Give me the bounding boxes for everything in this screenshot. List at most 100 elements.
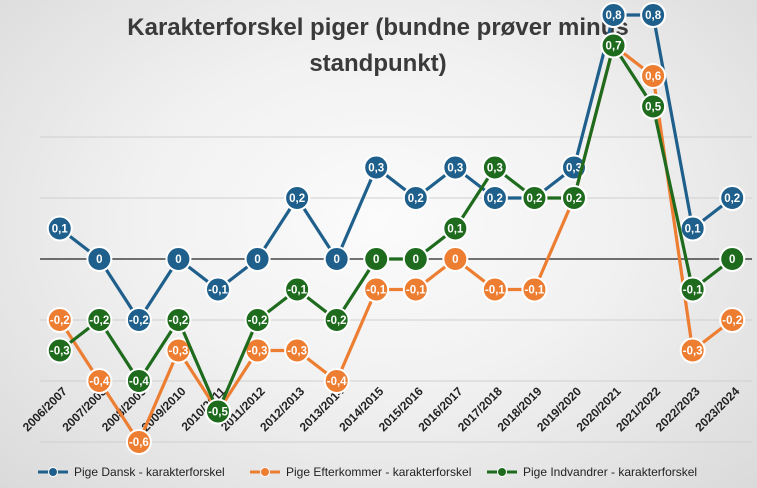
data-point [481,276,508,303]
data-point [640,93,667,120]
data-label: 0,6 [645,71,661,83]
data-label: 0,1 [447,224,464,236]
data-label: -0,1 [485,285,505,297]
data-label: 0,8 [645,10,662,22]
data-label: 0,2 [289,193,305,205]
data-label: -0,1 [366,285,386,297]
data-point [244,307,271,333]
chart-title-line: Karakterforskel piger (bundne prøver min… [127,14,628,41]
data-label: -0,3 [50,346,70,358]
data-point [719,307,746,333]
data-point [125,368,152,394]
legend-marker-dot [260,467,270,477]
data-point [125,307,152,333]
data-point [679,337,706,364]
data-point [521,185,548,211]
data-label: 0 [254,254,260,266]
data-point [165,246,192,272]
data-label: 0,2 [724,193,740,205]
data-point [561,185,587,211]
legend-entry: Pige Efterkommer - karakterforskel [286,465,471,479]
data-point [640,2,667,28]
data-point [86,307,113,333]
data-label: 0,3 [447,163,463,175]
data-point [284,185,311,211]
data-label: -0,1 [287,285,307,297]
data-point [679,276,706,303]
data-label: 0,5 [645,102,662,114]
data-point [363,154,390,181]
data-point [600,32,627,59]
data-point [481,185,508,211]
data-point [46,307,73,333]
data-label: 0,3 [487,163,503,175]
data-point [323,307,350,333]
data-label: -0,5 [208,407,228,419]
data-label: 0 [96,254,102,266]
data-label: 0,2 [566,193,582,205]
series-line [58,43,734,444]
data-point [640,63,667,89]
data-point [442,246,469,272]
data-label: -0,2 [129,315,149,327]
data-label: -0,3 [683,346,703,358]
legend-entry: Pige Indvandrer - karakterforskel [523,465,697,479]
data-point [600,2,627,28]
data-label: 0 [729,254,735,266]
data-label: -0,3 [287,346,307,358]
data-point [244,246,271,272]
data-label: -0,1 [208,285,228,297]
data-label: 0 [373,254,379,266]
data-label: 0,1 [685,224,702,236]
data-label: -0,4 [327,376,347,388]
data-label: 0 [175,254,181,266]
data-point [46,337,73,364]
data-label: -0,1 [683,285,703,297]
data-label: 0,2 [408,193,424,205]
legend-entry: Pige Dansk - karakterforskel [74,465,225,479]
data-label: -0,1 [406,285,426,297]
data-label: 0 [333,254,339,266]
data-point [521,276,548,303]
data-label: -0,4 [129,376,149,388]
data-point [46,215,73,242]
data-label: 0,3 [368,163,384,175]
data-point [719,185,746,211]
data-point [323,246,350,272]
data-point [402,185,429,211]
data-point [363,246,390,272]
data-point [86,246,113,272]
data-label: 0 [452,254,458,266]
chart-title-line: standpunkt) [309,50,446,77]
data-point [323,368,350,394]
data-point [442,154,469,181]
legend: Pige Dansk - karakterforskel Pige Efterko… [38,465,697,479]
data-label: -0,4 [89,376,109,388]
data-label: -0,3 [169,346,189,358]
data-point [86,368,113,394]
data-point [442,215,469,242]
data-label: -0,3 [248,346,268,358]
data-label: 0,8 [606,10,623,22]
data-point [205,398,231,425]
data-label: -0,6 [129,437,149,449]
data-point [402,246,429,272]
data-point [165,307,192,333]
data-label: -0,2 [248,315,268,327]
data-label: 0,3 [566,163,582,175]
data-label: -0,2 [50,315,70,327]
data-label: -0,2 [89,315,109,327]
data-label: 0,1 [52,224,69,236]
data-label: 0,7 [606,41,622,53]
data-label: 0,2 [526,193,542,205]
data-point [284,276,311,303]
data-label: 0,2 [487,193,503,205]
data-point [481,154,508,181]
data-point [402,276,429,303]
legend-marker-dot [48,467,58,477]
data-label: -0,2 [327,315,347,327]
legend-marker-dot [497,467,507,477]
data-label: -0,2 [169,315,189,327]
